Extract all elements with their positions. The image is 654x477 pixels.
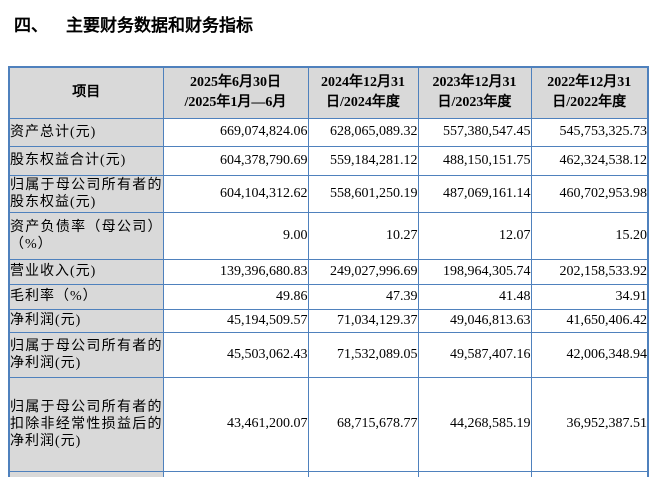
table-header-row: 项目 2025年6月30日 /2025年1月—6月 2024年12月31 日/2… (8, 66, 649, 119)
row-label: 股东权益合计(元) (8, 145, 164, 176)
cell-value: 71,532,089.05 (307, 331, 419, 378)
period-line: 日/2022年度 (552, 94, 627, 110)
period-line: 2022年12月31 (547, 74, 632, 90)
row-label: 资产负债率（母公司）（%） (8, 211, 164, 260)
column-header-period-2022: 2022年12月31 日/2022年度 (530, 66, 649, 119)
cell-value: 462,324,538.12 (530, 145, 649, 176)
cell-value: 41.48 (417, 283, 532, 310)
table-row-parent-net-profit-deducted: 归属于母公司所有者的扣除非经常性损益后的净利润(元) 43,461,200.07… (8, 376, 649, 472)
table-row-parent-net-profit: 归属于母公司所有者的净利润(元) 45,503,062.43 71,532,08… (8, 331, 649, 378)
table-row-net-profit: 净利润(元) 45,194,509.57 71,034,129.37 49,04… (8, 308, 649, 333)
period-line: 日/2023年度 (437, 94, 512, 110)
table-row-gross-margin: 毛利率（%） 49.86 47.39 41.48 34.91 (8, 283, 649, 310)
row-label: 资产总计(元) (8, 117, 164, 147)
financial-data-table: 项目 2025年6月30日 /2025年1月—6月 2024年12月31 日/2… (8, 66, 649, 477)
cell-value: 249,027,996.69 (307, 258, 419, 285)
cell-value: 559,184,281.12 (307, 145, 419, 176)
section-heading: 主要财务数据和财务指标 (66, 16, 253, 35)
cell-value: 10.27 (307, 211, 419, 260)
table-row-total-equity: 股东权益合计(元) 604,378,790.69 559,184,281.12 … (8, 145, 649, 176)
cell-value: 41,650,406.42 (530, 308, 649, 333)
column-header-item: 项目 (8, 66, 164, 119)
row-label: 归属于母公司所有者的净利润(元) (8, 331, 164, 378)
row-label: 归属于母公司所有者的股东权益(元) (8, 174, 164, 213)
table-row-partial (8, 470, 649, 477)
cell-value: 604,378,790.69 (162, 145, 309, 176)
period-line: 日/2024年度 (326, 94, 400, 110)
cell-value: 47.39 (307, 283, 419, 310)
column-header-period-2023: 2023年12月31 日/2023年度 (417, 66, 532, 119)
row-label (8, 470, 164, 477)
period-line: 2024年12月31 (321, 74, 405, 90)
period-line: 2025年6月30日 (190, 74, 281, 90)
cell-value (417, 470, 532, 477)
row-label: 营业收入(元) (8, 258, 164, 285)
cell-value: 49.86 (162, 283, 309, 310)
cell-value: 71,034,129.37 (307, 308, 419, 333)
table-row-revenue: 营业收入(元) 139,396,680.83 249,027,996.69 19… (8, 258, 649, 285)
cell-value: 12.07 (417, 211, 532, 260)
cell-value: 460,702,953.98 (530, 174, 649, 213)
cell-value: 139,396,680.83 (162, 258, 309, 285)
column-header-period-2025: 2025年6月30日 /2025年1月—6月 (162, 66, 309, 119)
cell-value: 545,753,325.73 (530, 117, 649, 147)
cell-value: 198,964,305.74 (417, 258, 532, 285)
cell-value (530, 470, 649, 477)
table-row-debt-ratio: 资产负债率（母公司）（%） 9.00 10.27 12.07 15.20 (8, 211, 649, 260)
period-line: 2023年12月31 (432, 74, 517, 90)
cell-value: 558,601,250.19 (307, 174, 419, 213)
row-label: 归属于母公司所有者的扣除非经常性损益后的净利润(元) (8, 376, 164, 472)
cell-value: 487,069,161.14 (417, 174, 532, 213)
cell-value: 669,074,824.06 (162, 117, 309, 147)
cell-value: 42,006,348.94 (530, 331, 649, 378)
cell-value: 68,715,678.77 (307, 376, 419, 472)
cell-value (162, 470, 309, 477)
cell-value: 628,065,089.32 (307, 117, 419, 147)
cell-value: 15.20 (530, 211, 649, 260)
cell-value (307, 470, 419, 477)
cell-value: 49,587,407.16 (417, 331, 532, 378)
table-row-parent-equity: 归属于母公司所有者的股东权益(元) 604,104,312.62 558,601… (8, 174, 649, 213)
period-line: /2025年1月—6月 (184, 94, 287, 110)
cell-value: 488,150,151.75 (417, 145, 532, 176)
cell-value: 9.00 (162, 211, 309, 260)
cell-value: 34.91 (530, 283, 649, 310)
cell-value: 45,503,062.43 (162, 331, 309, 378)
row-label: 净利润(元) (8, 308, 164, 333)
section-number: 四、 (14, 16, 48, 35)
cell-value: 44,268,585.19 (417, 376, 532, 472)
cell-value: 604,104,312.62 (162, 174, 309, 213)
cell-value: 43,461,200.07 (162, 376, 309, 472)
column-header-period-2024: 2024年12月31 日/2024年度 (307, 66, 419, 119)
cell-value: 45,194,509.57 (162, 308, 309, 333)
row-label: 毛利率（%） (8, 283, 164, 310)
cell-value: 49,046,813.63 (417, 308, 532, 333)
cell-value: 202,158,533.92 (530, 258, 649, 285)
cell-value: 557,380,547.45 (417, 117, 532, 147)
section-title: 四、 主要财务数据和财务指标 (14, 11, 253, 36)
table-row-total-assets: 资产总计(元) 669,074,824.06 628,065,089.32 55… (8, 117, 649, 147)
cell-value: 36,952,387.51 (530, 376, 649, 472)
